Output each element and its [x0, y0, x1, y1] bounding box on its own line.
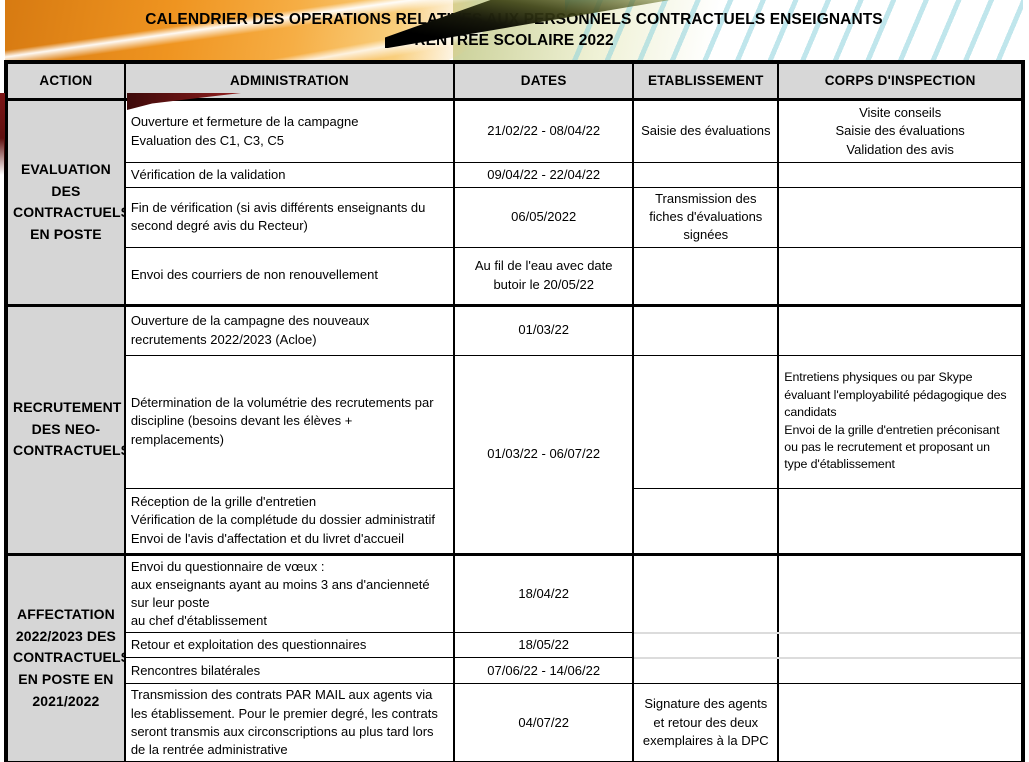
- banner-title-line2: RENTREE SCOLAIRE 2022: [414, 31, 614, 49]
- column-header-dates: DATES: [453, 60, 635, 101]
- cell-administration: Transmission des contrats PAR MAIL aux a…: [123, 683, 456, 762]
- cell-etablissement: Transmission des fiches d'évaluations si…: [632, 187, 780, 248]
- banner-teal-stripes: [564, 0, 1023, 60]
- cell-etablissement: [632, 656, 780, 685]
- cell-corps-inspection: [777, 303, 1024, 356]
- cell-administration: Retour et exploitation des questionnaire…: [123, 632, 456, 659]
- cell-corps-inspection: [777, 552, 1024, 634]
- table-row: Détermination de la volumétrie des recru…: [6, 354, 1024, 555]
- cell-dates-merged: 01/03/22 - 06/07/22: [453, 354, 635, 555]
- cell-etablissement: [632, 246, 780, 306]
- cell-corps-inspection: [777, 656, 1024, 685]
- cell-etablissement: Saisie des évaluations: [632, 99, 780, 163]
- table-row: Transmission des contrats PAR MAIL aux a…: [6, 683, 1024, 762]
- cell-dates: Au fil de l'eau avec date butoir le 20/0…: [453, 246, 635, 306]
- cell-etablissement: [632, 631, 780, 659]
- cell-administration: Détermination de la volumétrie des recru…: [123, 354, 456, 489]
- column-header-etablissement: ETABLISSEMENT: [632, 60, 780, 101]
- header-row: ACTION ADMINISTRATION DATES ETABLISSEMEN…: [5, 60, 1024, 101]
- calendar-table: ACTION ADMINISTRATION DATES ETABLISSEMEN…: [4, 60, 1025, 762]
- banner-orange-swoosh: [5, 0, 485, 60]
- cell-etablissement: [632, 162, 780, 188]
- cell-corps-inspection: Visite conseils Saisie des évaluations V…: [777, 99, 1024, 163]
- cell-administration: Réception de la grille d'entretien Vérif…: [123, 487, 456, 555]
- table-row: Rencontres bilatérales 07/06/22 - 14/06/…: [6, 656, 1024, 685]
- table-row: Retour et exploitation des questionnaire…: [6, 631, 1024, 659]
- column-header-corps-inspection: CORPS D'INSPECTION: [777, 60, 1024, 101]
- banner-maroon-edge: [0, 93, 5, 175]
- cell-etablissement: Signature des agents et retour des deux …: [632, 683, 780, 762]
- cell-corps-inspection: [777, 631, 1024, 659]
- table-row: Envoi des courriers de non renouvellemen…: [6, 246, 1024, 306]
- cell-dates: 07/06/22 - 14/06/22: [453, 657, 635, 685]
- table-row: EVALUATION DES CONTRACTUELS EN POSTE Ouv…: [5, 99, 1024, 306]
- cell-dates: 01/03/22: [453, 303, 635, 356]
- cell-dates: 18/05/22: [453, 632, 635, 659]
- table-row: Fin de vérification (si avis différents …: [6, 187, 1024, 248]
- cell-administration: Ouverture et fermeture de la campagne Ev…: [123, 99, 456, 163]
- cell-corps-inspection: Entretiens physiques ou par Skype évalua…: [777, 354, 1024, 489]
- cell-dates: 18/04/22: [453, 552, 635, 634]
- cell-dates: 04/07/22: [453, 683, 635, 762]
- table-row: AFFECTATION 2022/2023 DES CONTRACTUELS E…: [5, 552, 1024, 762]
- cell-administration: Rencontres bilatérales: [123, 657, 456, 685]
- cell-etablissement: [632, 303, 780, 356]
- cell-corps-inspection: [777, 162, 1024, 188]
- cell-etablissement: [632, 552, 780, 634]
- cell-etablissement: [632, 354, 780, 489]
- table-row: RECRUTEMENT DES NEO- CONTRACTUELS Ouvert…: [5, 303, 1024, 555]
- cell-corps-inspection: [777, 683, 1024, 762]
- cell-administration: Ouverture de la campagne des nouveaux re…: [123, 303, 456, 356]
- cell-administration: Envoi du questionnaire de vœux : aux ens…: [123, 552, 456, 634]
- cell-corps-inspection: [777, 487, 1024, 555]
- cell-corps-inspection: [777, 246, 1024, 306]
- column-header-action: ACTION: [5, 60, 126, 101]
- cell-administration: Envoi des courriers de non renouvellemen…: [123, 246, 456, 306]
- banner: CALENDRIER DES OPERATIONS RELATIVES AUX …: [5, 0, 1023, 60]
- group-label-recrutement: RECRUTEMENT DES NEO- CONTRACTUELS: [5, 303, 126, 555]
- cell-administration: Fin de vérification (si avis différents …: [123, 187, 456, 248]
- group-label-evaluation: EVALUATION DES CONTRACTUELS EN POSTE: [5, 99, 126, 306]
- cell-etablissement: [632, 487, 780, 555]
- table-row: Vérification de la validation 09/04/22 -…: [6, 162, 1024, 188]
- cell-dates: 21/02/22 - 08/04/22: [453, 99, 635, 163]
- cell-dates: 06/05/2022: [453, 187, 635, 248]
- group-label-affectation: AFFECTATION 2022/2023 DES CONTRACTUELS E…: [5, 552, 126, 762]
- cell-dates: 09/04/22 - 22/04/22: [453, 162, 635, 188]
- cell-administration: Vérification de la validation: [123, 162, 456, 188]
- cell-corps-inspection: [777, 187, 1024, 248]
